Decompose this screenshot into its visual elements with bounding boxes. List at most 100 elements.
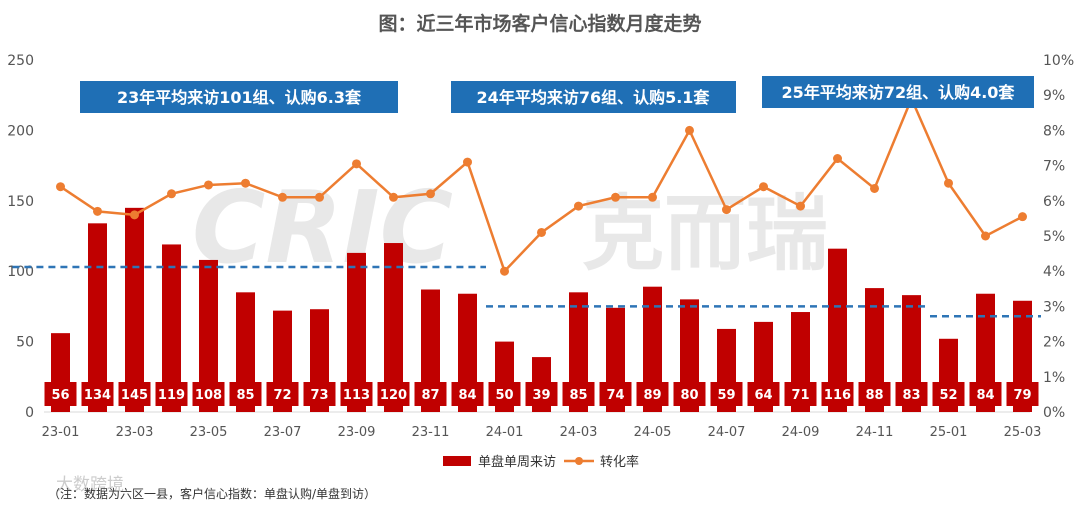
bar-label-box bbox=[1006, 382, 1039, 406]
line-point bbox=[352, 159, 361, 169]
bar bbox=[384, 243, 403, 412]
bar-label-box bbox=[747, 382, 780, 406]
bar-label-box bbox=[266, 382, 299, 406]
bar-data-label: 108 bbox=[195, 388, 222, 403]
y2-tick-label: 3% bbox=[1043, 299, 1065, 315]
bar-label-box bbox=[81, 382, 114, 406]
x-tick-label: 23-03 bbox=[116, 425, 154, 440]
y2-tick-label: 0% bbox=[1043, 405, 1065, 421]
bar-label-box bbox=[710, 382, 743, 406]
y-tick-label: 0 bbox=[25, 405, 34, 421]
watermark-logo: CRIC bbox=[192, 169, 453, 286]
y2-tick-label: 7% bbox=[1043, 159, 1065, 175]
x-tick-label: 25-01 bbox=[930, 425, 968, 440]
line-point bbox=[315, 192, 324, 202]
x-tick-label: 25-03 bbox=[1004, 425, 1042, 440]
x-tick-label: 23-09 bbox=[338, 425, 376, 440]
bar-data-label: 80 bbox=[680, 388, 698, 403]
bar-data-label: 59 bbox=[717, 388, 735, 403]
bar-data-label: 134 bbox=[84, 388, 111, 403]
line-point bbox=[463, 157, 472, 167]
bar-label-box bbox=[488, 382, 521, 406]
x-tick-label: 24-07 bbox=[708, 425, 746, 440]
bar-data-label: 64 bbox=[754, 388, 772, 403]
annotation-2024: 24年平均来访76组、认购5.1套 bbox=[451, 81, 736, 113]
y2-tick-label: 8% bbox=[1043, 123, 1065, 139]
legend-line-marker bbox=[575, 457, 583, 465]
bar-label-box bbox=[340, 382, 373, 406]
bar bbox=[421, 289, 440, 412]
bar-data-label: 73 bbox=[310, 388, 328, 403]
y2-tick-label: 1% bbox=[1043, 370, 1065, 386]
bar-data-label: 85 bbox=[236, 388, 254, 403]
x-tick-label: 24-09 bbox=[782, 425, 820, 440]
bar-data-label: 39 bbox=[532, 388, 550, 403]
bar-data-label: 87 bbox=[421, 388, 439, 403]
bar-data-label: 120 bbox=[380, 388, 407, 403]
bar-data-label: 50 bbox=[495, 388, 513, 403]
bar-data-label: 71 bbox=[791, 388, 809, 403]
bar-label-box bbox=[303, 382, 336, 406]
x-tick-label: 24-11 bbox=[856, 425, 894, 440]
bar-label-box bbox=[821, 382, 854, 406]
legend-bar-swatch bbox=[443, 456, 471, 466]
y2-tick-label: 2% bbox=[1043, 335, 1065, 351]
watermark-brand: 克而瑞 bbox=[582, 187, 828, 282]
y2-tick-label: 6% bbox=[1043, 194, 1065, 210]
line-point bbox=[796, 201, 805, 211]
annotation-text: 25年平均来访72组、认购4.0套 bbox=[782, 83, 1016, 102]
average-lines bbox=[12, 265, 1041, 318]
bar-data-label: 84 bbox=[458, 388, 476, 403]
x-tick-label: 24-03 bbox=[560, 425, 598, 440]
y2-tick-label: 5% bbox=[1043, 229, 1065, 245]
line-point bbox=[500, 266, 509, 276]
bar-label-box bbox=[932, 382, 965, 406]
y2-tick-label: 4% bbox=[1043, 264, 1065, 280]
line-point bbox=[944, 178, 953, 188]
bar-data-label: 84 bbox=[976, 388, 994, 403]
y-tick-label: 250 bbox=[7, 53, 34, 69]
annotation-2025: 25年平均来访72组、认购4.0套 bbox=[762, 76, 1034, 108]
bar-data-label: 83 bbox=[902, 388, 920, 403]
x-tick-label: 23-01 bbox=[42, 425, 80, 440]
line-point bbox=[93, 206, 102, 216]
line-point bbox=[833, 154, 842, 164]
bar-data-label: 72 bbox=[273, 388, 291, 403]
bar-data-label: 89 bbox=[643, 388, 661, 403]
bar-label-box bbox=[44, 382, 77, 406]
bar-label-box bbox=[192, 382, 225, 406]
y-tick-label: 150 bbox=[7, 194, 34, 210]
bar bbox=[199, 259, 218, 412]
y2-tick-label: 9% bbox=[1043, 88, 1065, 104]
bar-data-label: 85 bbox=[569, 388, 587, 403]
bar-label-box bbox=[858, 382, 891, 406]
line-point bbox=[611, 192, 620, 202]
annotation-text: 24年平均来访76组、认购5.1套 bbox=[477, 88, 711, 107]
line-point bbox=[241, 178, 250, 188]
bar-data-label: 74 bbox=[606, 388, 624, 403]
line-point bbox=[981, 231, 990, 241]
annotation-box bbox=[451, 81, 736, 113]
bar-data-label: 79 bbox=[1013, 388, 1031, 403]
bar-label-box bbox=[784, 382, 817, 406]
bar-label-box bbox=[451, 382, 484, 406]
bar-data-label: 88 bbox=[865, 388, 883, 403]
bar-data-label: 145 bbox=[121, 388, 148, 403]
legend: 单盘单周来访 转化率 bbox=[443, 454, 639, 470]
bar-label-box bbox=[969, 382, 1002, 406]
line-point bbox=[56, 182, 65, 192]
bar-label-box bbox=[414, 382, 447, 406]
annotation-box bbox=[80, 81, 398, 113]
bar bbox=[88, 223, 107, 412]
legend-bar-label: 单盘单周来访 bbox=[478, 454, 556, 470]
corner-watermark: 大数跨境 bbox=[56, 475, 124, 495]
bar-label-box bbox=[525, 382, 558, 406]
line-point bbox=[759, 182, 768, 192]
bar bbox=[162, 244, 181, 412]
bar-label-box bbox=[673, 382, 706, 406]
bar-label-box bbox=[229, 382, 262, 406]
bar bbox=[865, 288, 884, 412]
line-point bbox=[426, 189, 435, 199]
